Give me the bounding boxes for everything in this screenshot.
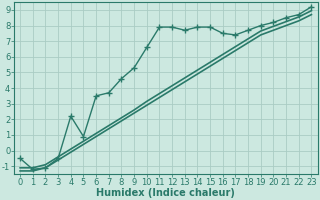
X-axis label: Humidex (Indice chaleur): Humidex (Indice chaleur) — [96, 188, 235, 198]
